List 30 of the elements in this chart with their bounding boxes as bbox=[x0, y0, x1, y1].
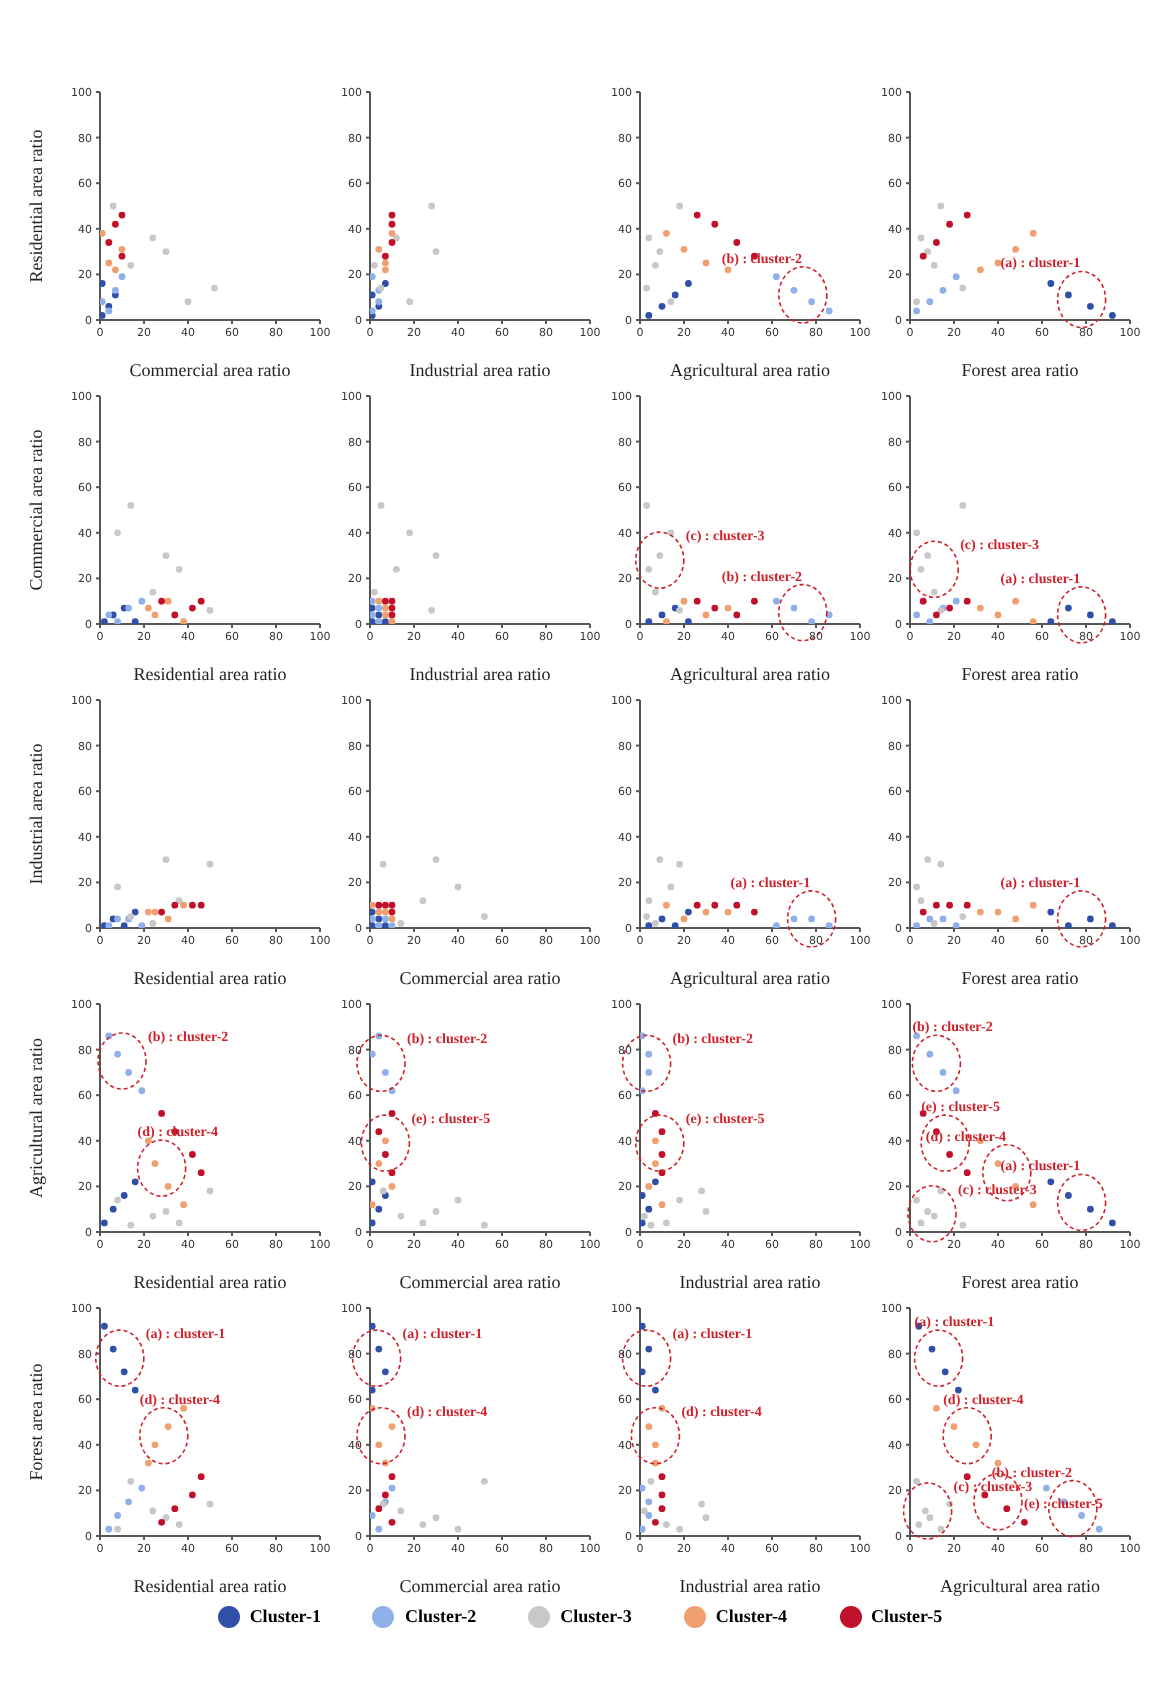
x-axis-title: Industrial area ratio bbox=[409, 664, 552, 684]
y-axis-title: Agricultural area ratio bbox=[26, 1037, 47, 1198]
y-axis-title: Residential area ratio bbox=[26, 128, 47, 283]
x-axis-title: Industrial area ratio bbox=[679, 1272, 822, 1292]
x-axis-title: Industrial area ratio bbox=[409, 360, 552, 380]
legend-label: Cluster-3 bbox=[560, 1604, 632, 1628]
x-axis-title: Agricultural area ratio bbox=[670, 360, 831, 380]
x-axis-title: Commercial area ratio bbox=[399, 968, 562, 988]
x-axis-title: Forest area ratio bbox=[961, 968, 1080, 988]
legend-label: Cluster-4 bbox=[715, 1604, 787, 1628]
legend-label: Cluster-2 bbox=[404, 1604, 477, 1628]
x-axis-title: Commercial area ratio bbox=[129, 360, 292, 380]
x-axis-title: Residential area ratio bbox=[133, 968, 288, 988]
x-axis-title: Residential area ratio bbox=[133, 1576, 288, 1596]
y-axis-title: Commercial area ratio bbox=[26, 428, 47, 591]
x-axis-title: Forest area ratio bbox=[961, 1272, 1080, 1292]
legend-label: Cluster-5 bbox=[871, 1604, 943, 1628]
x-axis-title: Commercial area ratio bbox=[399, 1272, 562, 1292]
legend-label: Cluster-1 bbox=[249, 1604, 321, 1628]
x-axis-title: Residential area ratio bbox=[133, 664, 288, 684]
x-axis-title: Agricultural area ratio bbox=[670, 664, 831, 684]
x-axis-title: Commercial area ratio bbox=[399, 1576, 562, 1596]
y-axis-title: Industrial area ratio bbox=[26, 742, 47, 885]
x-axis-title: Forest area ratio bbox=[961, 360, 1080, 380]
x-axis-title: Industrial area ratio bbox=[679, 1576, 822, 1596]
x-axis-title: Agricultural area ratio bbox=[670, 968, 831, 988]
x-axis-title: Forest area ratio bbox=[961, 664, 1080, 684]
y-axis-title: Forest area ratio bbox=[26, 1362, 47, 1481]
x-axis-title: Residential area ratio bbox=[133, 1272, 288, 1292]
x-axis-title: Agricultural area ratio bbox=[940, 1576, 1101, 1596]
